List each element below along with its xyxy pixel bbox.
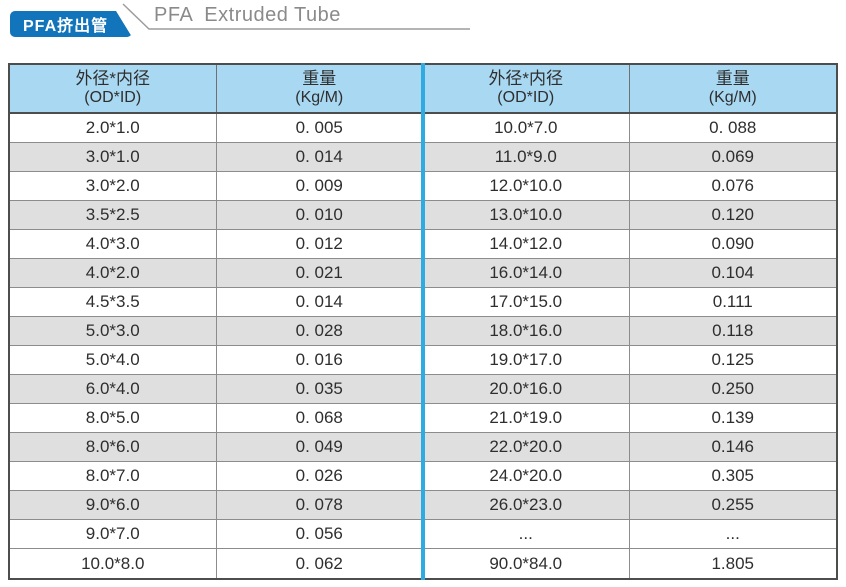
table-cell: 13.0*10.0 xyxy=(423,201,630,229)
table-cell: 5.0*3.0 xyxy=(10,317,217,345)
table-cell: 17.0*15.0 xyxy=(423,288,630,316)
table-cell: 0. 014 xyxy=(217,143,423,171)
table-row: 4.5*3.5 0. 014 17.0*15.0 0.111 xyxy=(10,288,836,317)
page-header: PFA挤出管 PFA Extruded Tube xyxy=(0,0,846,60)
table-cell: 26.0*23.0 xyxy=(423,491,630,519)
column-header-label: 重量 xyxy=(715,69,750,89)
table-cell: 14.0*12.0 xyxy=(423,230,630,258)
table-cell: 0. 009 xyxy=(217,172,423,200)
column-header-sublabel: (OD*ID) xyxy=(497,89,555,107)
table-cell: 0. 056 xyxy=(217,520,423,548)
table-cell: 0. 014 xyxy=(217,288,423,316)
table-middle-divider xyxy=(421,63,425,580)
table-cell: 8.0*7.0 xyxy=(10,462,217,490)
column-header-sublabel: (Kg/M) xyxy=(708,89,757,107)
table-cell: 10.0*8.0 xyxy=(10,549,217,578)
table-cell: 6.0*4.0 xyxy=(10,375,217,403)
table-cell: 2.0*1.0 xyxy=(10,114,217,142)
table-cell: 0. 062 xyxy=(217,549,423,578)
table-cell: 0.139 xyxy=(711,408,755,427)
table-cell: 4.5*3.5 xyxy=(10,288,217,316)
table-cell: 0. 078 xyxy=(217,491,423,519)
table-cell: ... xyxy=(725,524,740,543)
table-cell: ... xyxy=(423,520,630,548)
table-cell: 0. 010 xyxy=(217,201,423,229)
table-cell: 18.0*16.0 xyxy=(423,317,630,345)
column-header-weight-right: 重量 (Kg/M) xyxy=(630,65,837,112)
column-header-label: 外径*内径 xyxy=(488,69,564,89)
column-header-label: 重量 xyxy=(302,69,337,89)
table-cell: 24.0*20.0 xyxy=(423,462,630,490)
table-cell: 0. 088 xyxy=(709,118,757,137)
spec-table: 外径*内径 (OD*ID) 重量 (Kg/M) 外径*内径 (OD*ID) 重量… xyxy=(8,63,838,580)
table-cell: 3.0*2.0 xyxy=(10,172,217,200)
table-cell: 11.0*9.0 xyxy=(423,143,630,171)
table-cell: 0.090 xyxy=(711,234,755,253)
table-cell: 0. 028 xyxy=(217,317,423,345)
table-cell: 4.0*2.0 xyxy=(10,259,217,287)
table-cell: 3.0*1.0 xyxy=(10,143,217,171)
table-cell: 4.0*3.0 xyxy=(10,230,217,258)
table-cell: 0. 016 xyxy=(217,346,423,374)
column-header-weight-left: 重量 (Kg/M) xyxy=(217,65,423,112)
table-cell: 0. 068 xyxy=(217,404,423,432)
table-cell: 0. 035 xyxy=(217,375,423,403)
table-cell: 10.0*7.0 xyxy=(423,114,630,142)
table-cell: 22.0*20.0 xyxy=(423,433,630,461)
table-cell: 21.0*19.0 xyxy=(423,404,630,432)
column-header-sublabel: (Kg/M) xyxy=(295,89,344,107)
table-cell: 0.250 xyxy=(711,379,755,398)
column-header-sublabel: (OD*ID) xyxy=(84,89,142,107)
table-cell: 9.0*6.0 xyxy=(10,491,217,519)
table-cell: 0.118 xyxy=(712,321,754,340)
column-header-odid-right: 外径*内径 (OD*ID) xyxy=(423,65,630,112)
table-cell: 0.146 xyxy=(711,437,755,456)
column-header-label: 外径*内径 xyxy=(75,69,151,89)
table-cell: 0.111 xyxy=(712,292,753,311)
column-header-odid-left: 外径*内径 (OD*ID) xyxy=(10,65,217,112)
table-cell: 0. 005 xyxy=(217,114,423,142)
table-cell: 90.0*84.0 xyxy=(423,549,630,578)
table-cell: 1.805 xyxy=(711,553,755,573)
section-badge-label: PFA挤出管 xyxy=(23,18,109,35)
table-cell: 0.069 xyxy=(711,147,755,166)
table-cell: 12.0*10.0 xyxy=(423,172,630,200)
table-cell: 0. 012 xyxy=(217,230,423,258)
table-cell: 0. 026 xyxy=(217,462,423,490)
table-cell: 16.0*14.0 xyxy=(423,259,630,287)
table-cell: 19.0*17.0 xyxy=(423,346,630,374)
table-cell: 3.5*2.5 xyxy=(10,201,217,229)
page-title: PFA Extruded Tube xyxy=(154,4,341,26)
table-cell: 9.0*7.0 xyxy=(10,520,217,548)
table-cell: 0.076 xyxy=(711,176,755,195)
section-badge: PFA挤出管 xyxy=(10,11,132,37)
table-cell: 0.125 xyxy=(711,350,755,369)
table-cell: 5.0*4.0 xyxy=(10,346,217,374)
table-cell: 0.255 xyxy=(711,495,755,514)
table-cell: 0.104 xyxy=(711,263,755,282)
table-cell: 8.0*5.0 xyxy=(10,404,217,432)
table-cell: 20.0*16.0 xyxy=(423,375,630,403)
table-cell: 0. 049 xyxy=(217,433,423,461)
table-cell: 0.305 xyxy=(711,466,755,485)
table-cell: 0.120 xyxy=(711,205,755,224)
table-cell: 0. 021 xyxy=(217,259,423,287)
table-row: 10.0*8.0 0. 062 90.0*84.0 1.805 xyxy=(10,549,836,578)
table-cell: 8.0*6.0 xyxy=(10,433,217,461)
